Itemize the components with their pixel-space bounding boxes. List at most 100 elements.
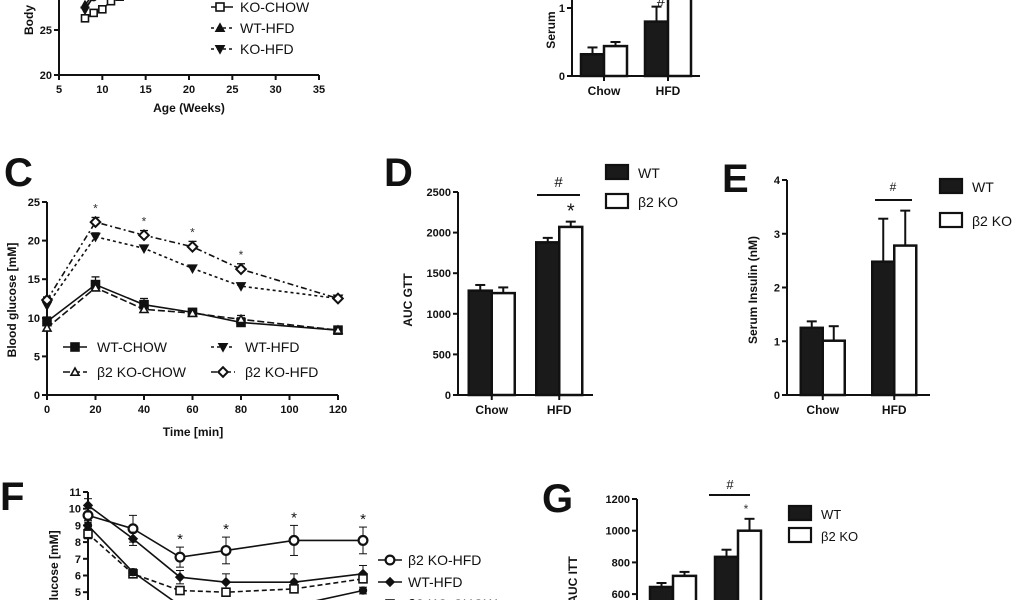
bar-ko xyxy=(666,0,693,78)
legend-swatch xyxy=(604,192,630,210)
annotation-hash: # xyxy=(726,477,734,492)
marker-triangle-open xyxy=(332,324,344,335)
legend-item: WT-HFD xyxy=(378,574,462,590)
series-line xyxy=(46,235,339,306)
y-tick-label: 2 xyxy=(774,283,780,295)
marker-circle-filled xyxy=(83,521,93,530)
y-tick-label: 500 xyxy=(433,349,451,361)
y-tick-label: 25 xyxy=(40,25,52,37)
marker-square-open xyxy=(98,4,107,14)
marker-circle-open xyxy=(288,534,300,546)
x-tick-label: 10 xyxy=(96,84,108,96)
marker-diamond-filled xyxy=(82,500,94,511)
marker-diamond-filled xyxy=(384,576,396,588)
y-tick-label: 11 xyxy=(69,487,81,499)
marker-triangle-up xyxy=(214,22,226,33)
marker-triangle-down xyxy=(138,244,150,254)
legend-swatch xyxy=(938,177,964,195)
marker-square-filled xyxy=(70,342,80,352)
marker-triangle-down xyxy=(235,282,247,292)
y-tick-label: 1500 xyxy=(427,268,451,280)
legend-item: WT-HFD xyxy=(211,20,294,36)
legend-label: WT-HFD xyxy=(245,339,299,355)
marker-diamond-open xyxy=(331,292,345,305)
marker-square-open xyxy=(83,528,93,539)
x-axis-label: Time [min] xyxy=(163,425,223,439)
y-axis-label: Serum xyxy=(544,11,558,48)
annotation-star: * xyxy=(93,201,98,215)
y-axis-label: AUC GTT xyxy=(401,273,415,327)
bar-wt xyxy=(648,585,675,600)
marker-square-open xyxy=(80,14,90,23)
y-tick-label: 25 xyxy=(28,197,40,209)
legend-item: KO-CHOW xyxy=(211,0,310,15)
y-tick-label: 1 xyxy=(774,336,780,348)
panel-g: G 600 800 1000 1200 AUC ITT # * WT β2 KO xyxy=(542,477,858,600)
marker-diamond-open xyxy=(186,240,199,253)
legend-label: WT-HFD xyxy=(240,20,294,36)
y-tick-label: 5 xyxy=(75,587,81,599)
x-tick-label: 60 xyxy=(186,404,198,416)
legend-item: WT-CHOW xyxy=(63,339,168,355)
bar--2-ko xyxy=(490,291,516,397)
legend-swatch xyxy=(938,211,964,229)
marker-diamond-filled xyxy=(174,572,186,583)
marker-triangle-down xyxy=(90,232,101,243)
legend-item: KO-HFD xyxy=(211,41,294,57)
marker-diamond-open xyxy=(137,228,151,242)
bar--2-ko xyxy=(558,225,584,397)
panel-d: D 0 500 1000 1500 2000 2500 Chow HFD AUC GTT #* WT β… xyxy=(384,151,678,417)
series-line xyxy=(87,514,363,558)
y-tick-label: 5 xyxy=(34,351,40,363)
x-tick-label: 35 xyxy=(313,84,325,96)
panel-label: F xyxy=(0,475,24,519)
x-tick-label: 100 xyxy=(280,404,298,416)
marker-triangle-open xyxy=(90,282,101,292)
legend-label: β2 KO xyxy=(638,194,678,210)
series-ko-hfd xyxy=(80,0,95,16)
series--2-ko-chow xyxy=(41,282,344,335)
bar--2-ko xyxy=(671,574,698,600)
panel-a: 20 25 5 10 15 20 25 30 35 Age (Weeks) Body KO-CHOW W… xyxy=(22,0,325,115)
x-tick-label: 20 xyxy=(89,404,101,416)
x-tick-label: 120 xyxy=(329,404,347,416)
y-tick-label: 0 xyxy=(559,71,565,83)
bar--2-ko xyxy=(736,529,763,600)
y-tick-label: 6 xyxy=(75,571,81,583)
x-category-label: HFD xyxy=(882,403,907,417)
bar-wt xyxy=(643,20,670,78)
y-tick-label: 10 xyxy=(69,504,81,516)
legend-label: β2 KO xyxy=(821,529,858,544)
panel-c: C 0 5 10 15 20 25 0 20 40 60 80 100 120 Time [min] Bloo… xyxy=(4,151,347,439)
marker-diamond-open xyxy=(40,293,54,307)
marker-circle-open xyxy=(384,554,396,566)
series-line xyxy=(46,286,339,331)
legend-label: WT-HFD xyxy=(408,574,462,590)
series-line xyxy=(84,0,93,11)
marker-square-open xyxy=(215,2,225,12)
marker-triangle-down xyxy=(217,342,229,353)
marker-triangle-open xyxy=(187,307,198,318)
marker-triangle-down xyxy=(214,44,226,55)
marker-square-open xyxy=(89,8,98,18)
series-line xyxy=(87,504,364,583)
y-axis-label: Body xyxy=(22,5,36,35)
legend-item: β2 KO-CHOW xyxy=(63,364,187,380)
series--2-ko-hfd xyxy=(40,215,345,307)
y-tick-label: 7 xyxy=(75,554,81,566)
x-tick-label: 40 xyxy=(138,404,150,416)
x-tick-label: 25 xyxy=(226,84,238,96)
x-category-label: Chow xyxy=(588,84,621,98)
bar-wt xyxy=(799,326,824,397)
marker-circle-filled xyxy=(128,567,138,577)
marker-triangle-open xyxy=(69,366,81,377)
legend-label: KO-HFD xyxy=(240,41,294,57)
marker-triangle-down xyxy=(80,6,90,16)
x-tick-label: 5 xyxy=(56,84,62,96)
legend-item: β2 KO-CHOW xyxy=(385,596,498,600)
y-tick-label: 20 xyxy=(28,236,40,248)
annotation-star: * xyxy=(177,531,183,548)
series-wt-chow xyxy=(83,519,368,600)
bar-wt xyxy=(467,289,493,397)
